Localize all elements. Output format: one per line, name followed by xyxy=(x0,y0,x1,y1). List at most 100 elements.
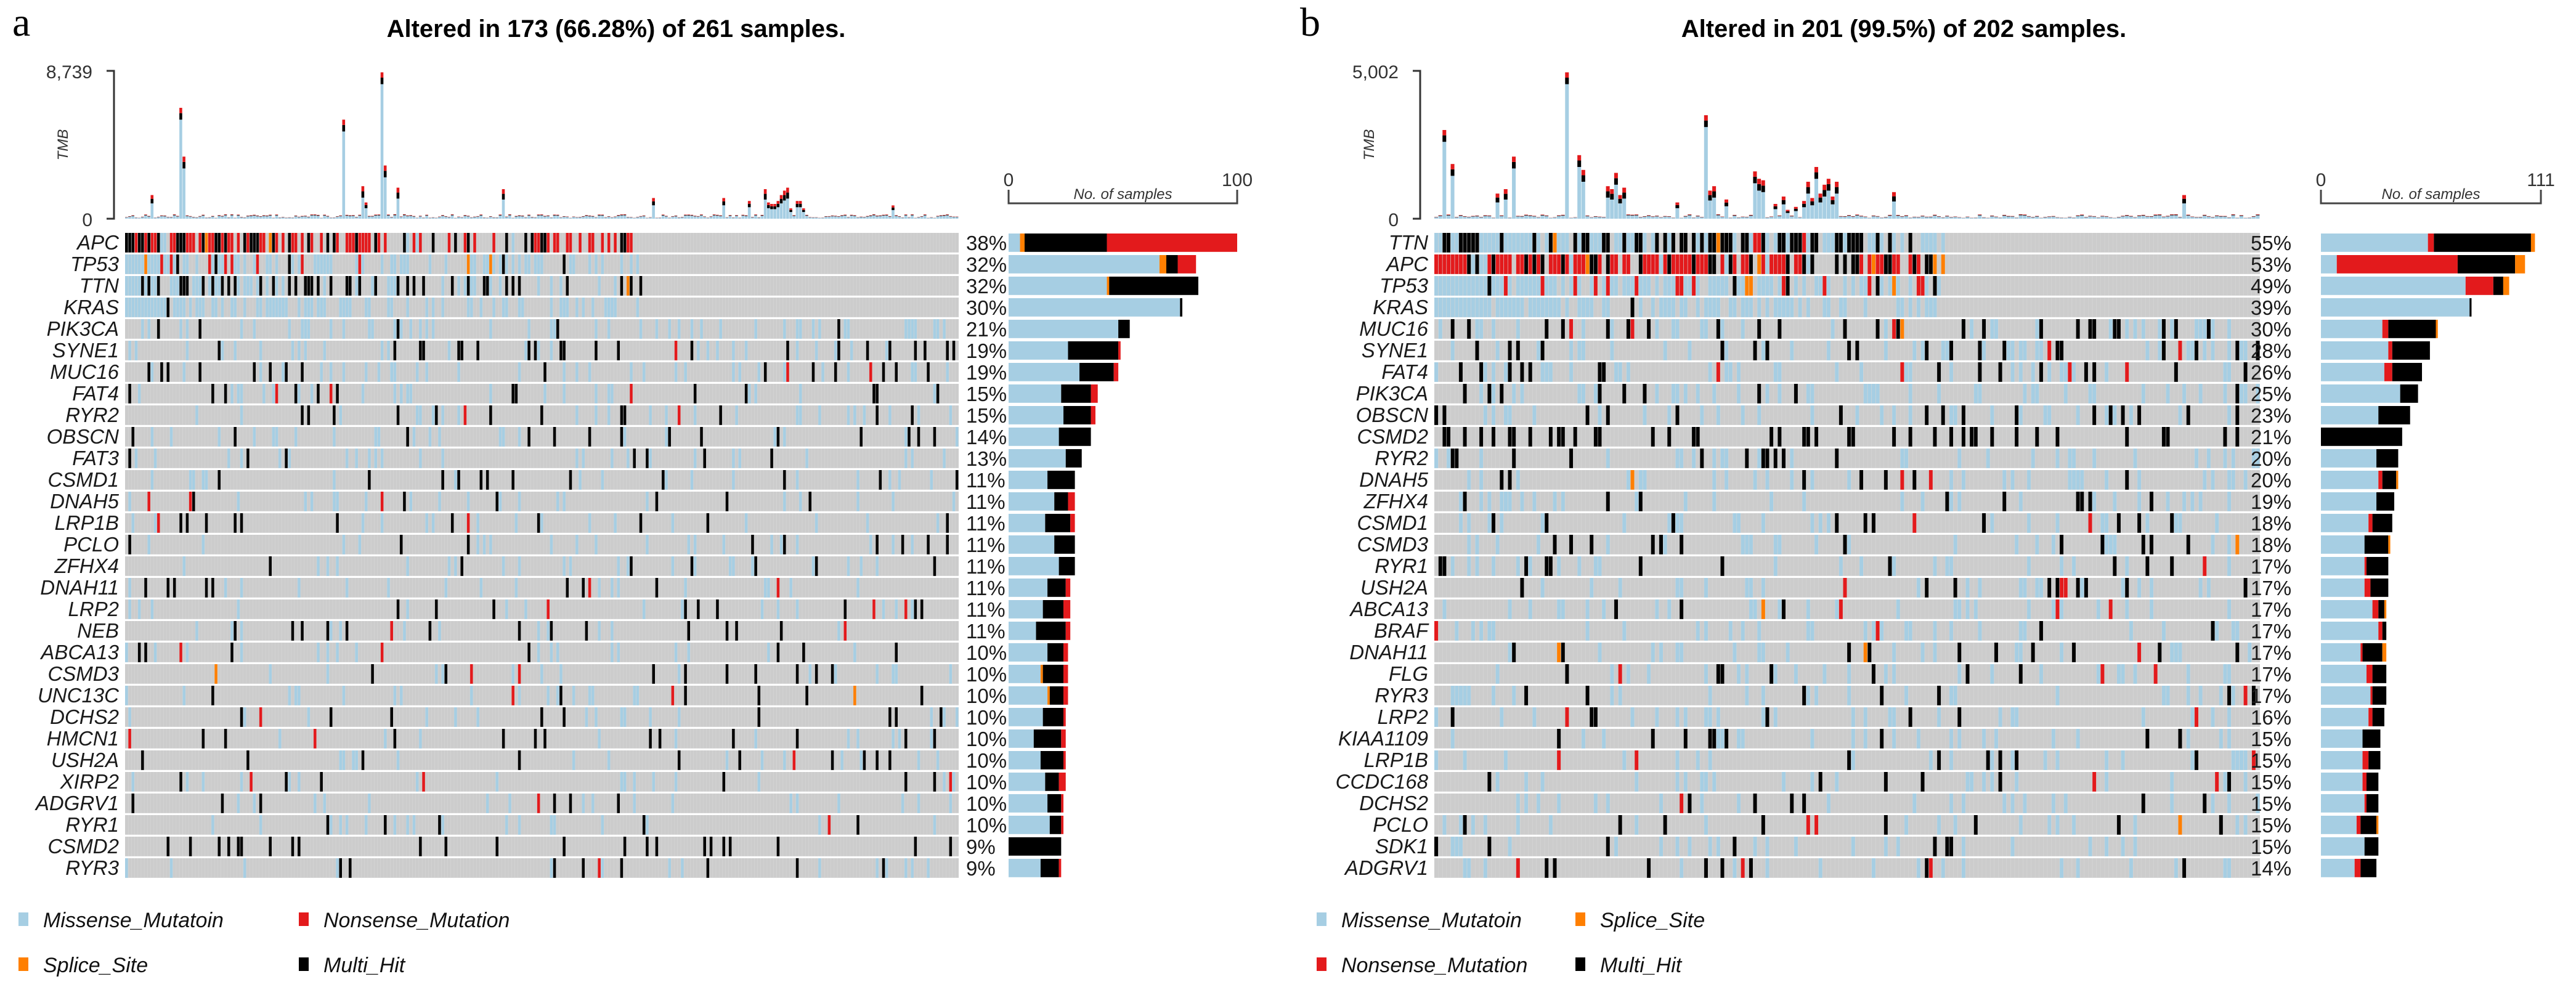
tmb-bar-missense xyxy=(677,217,681,219)
gene-bar-missense-mutation xyxy=(1009,341,1068,360)
mutation-cell xyxy=(614,233,617,253)
mutation-cell xyxy=(546,233,550,253)
mutation-cell xyxy=(607,298,611,317)
mutation-cell xyxy=(137,276,141,296)
tmb-bar-multihit xyxy=(364,205,368,208)
mutation-cell xyxy=(269,362,272,382)
tmb-bar-multihit xyxy=(949,216,953,217)
mutation-cell xyxy=(169,254,173,274)
mutation-cell xyxy=(297,298,301,317)
tmb-bar-missense xyxy=(773,209,776,219)
tmb-bar-multihit xyxy=(802,209,805,213)
tmb-bar-missense xyxy=(166,217,169,219)
tmb-bar-multihit xyxy=(358,215,362,216)
mutation-cell xyxy=(208,276,211,296)
tmb-bar-nonsense xyxy=(853,215,856,216)
tmb-bar-nonsense xyxy=(144,214,147,215)
mutation-cell xyxy=(601,470,604,490)
mutation-cell xyxy=(559,341,563,360)
mutation-cell xyxy=(540,254,543,274)
gene-bar-missense-mutation xyxy=(1009,277,1107,295)
tmb-bar-missense xyxy=(636,217,640,219)
mutation-cell xyxy=(374,233,378,253)
tmb-bar-missense xyxy=(550,217,553,219)
mutation-cell xyxy=(266,276,269,296)
tmb-bar-missense xyxy=(668,217,671,219)
tmb-bar xyxy=(709,216,713,219)
tmb-bar-missense xyxy=(626,217,630,219)
mutation-cell xyxy=(390,362,393,382)
tmb-bar-multihit xyxy=(173,214,176,216)
mutation-cell xyxy=(623,405,627,425)
mutation-cell xyxy=(361,254,365,274)
tmb-bar xyxy=(757,217,760,219)
mutation-cell xyxy=(160,233,163,253)
mutation-cell xyxy=(486,254,489,274)
tmb-bar xyxy=(575,217,579,219)
mutation-cell xyxy=(782,470,786,490)
tmb-bar-missense xyxy=(856,217,859,219)
tmb-bar xyxy=(537,214,540,219)
mutation-cell xyxy=(137,254,141,274)
mutation-cell xyxy=(179,319,182,339)
tmb-bar-nonsense xyxy=(946,214,949,215)
tmb-bar xyxy=(304,216,307,219)
tmb-bar xyxy=(559,217,563,219)
tmb-bar xyxy=(307,216,311,219)
mutation-cell xyxy=(620,405,624,425)
tmb-bar xyxy=(719,215,722,219)
gene-bar-missense-mutation xyxy=(1009,471,1048,489)
tmb-bar-nonsense xyxy=(763,189,767,194)
mutation-cell xyxy=(153,298,157,317)
mutation-cell xyxy=(617,341,620,360)
tmb-bar-multihit xyxy=(514,216,518,217)
mutation-cell xyxy=(782,492,786,511)
tmb-bar-missense xyxy=(633,217,636,219)
mutation-cell xyxy=(457,470,460,490)
tmb-bar-missense xyxy=(546,216,550,219)
tmb-bar xyxy=(716,214,719,219)
tmb-bar xyxy=(425,214,428,219)
tmb-bar-nonsense xyxy=(323,214,326,216)
tmb-bar-multihit xyxy=(479,214,482,216)
mutation-cell xyxy=(198,319,201,339)
mutation-cell xyxy=(211,276,214,296)
tmb-bar-multihit xyxy=(782,195,786,201)
tmb-bar-multihit xyxy=(696,216,700,217)
mutation-cell xyxy=(355,233,358,253)
mutation-cell xyxy=(543,233,546,253)
tmb-bar-nonsense xyxy=(598,214,601,215)
gene-bar-multi-hit xyxy=(1109,277,1198,295)
tmb-bar xyxy=(153,217,157,219)
tmb-bar xyxy=(827,216,831,219)
tmb-bar-missense xyxy=(415,217,419,219)
tmb-bar-missense xyxy=(895,216,898,219)
mutation-cell xyxy=(524,233,527,253)
tmb-bar xyxy=(396,187,400,219)
mutation-cell xyxy=(345,276,349,296)
tmb-bar xyxy=(140,216,144,219)
tmb-bar-multihit xyxy=(387,214,390,216)
mutation-cell xyxy=(869,362,872,382)
tmb-bar-nonsense xyxy=(387,214,390,215)
tmb-bar-multihit xyxy=(374,215,377,216)
tmb-bar xyxy=(476,216,479,219)
tmb-bar xyxy=(792,215,796,219)
mutation-cell xyxy=(329,362,333,382)
mutation-cell xyxy=(904,427,908,447)
mutation-cell xyxy=(818,319,821,339)
tmb-bar-missense xyxy=(834,216,837,219)
mutation-cell xyxy=(856,492,859,511)
tmb-bar-nonsense xyxy=(269,214,272,216)
mutation-cell xyxy=(179,298,182,317)
tmb-bar-missense xyxy=(450,215,454,219)
tmb-bar-missense xyxy=(364,208,368,219)
mutation-cell xyxy=(221,276,224,296)
mutation-cell xyxy=(237,492,240,511)
tmb-bar xyxy=(447,216,451,219)
tmb-bar xyxy=(147,216,150,219)
tmb-bar-nonsense xyxy=(735,215,738,216)
mutation-cell xyxy=(234,298,237,317)
mutation-cell xyxy=(904,319,908,339)
gene-row-background xyxy=(125,362,959,382)
